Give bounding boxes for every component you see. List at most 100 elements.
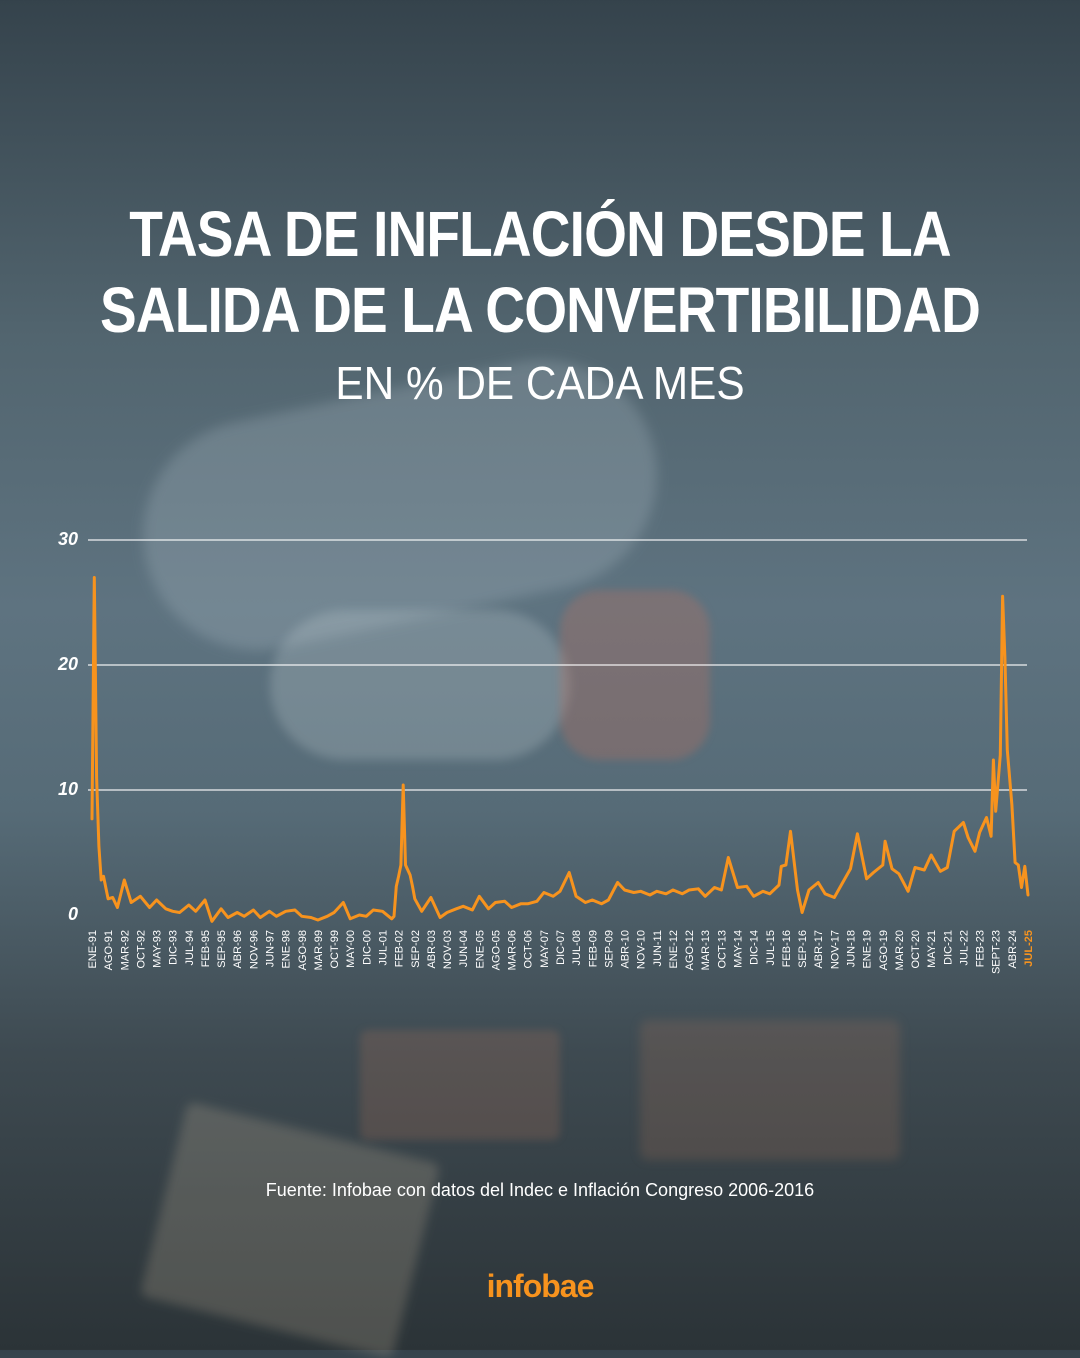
data-point <box>697 887 700 890</box>
data-point <box>985 816 988 819</box>
data-point <box>939 870 942 873</box>
data-point <box>881 863 884 867</box>
data-point <box>243 915 246 918</box>
x-tick-label: JUL-08 <box>571 930 583 965</box>
data-point <box>966 836 970 839</box>
data-point <box>519 902 522 905</box>
y-tick-label: 10 <box>58 779 78 799</box>
data-point <box>342 901 345 904</box>
data-point <box>95 776 98 779</box>
x-tick-label: FEB-95 <box>200 930 212 967</box>
data-point <box>399 863 403 867</box>
data-point <box>713 886 716 889</box>
data-point <box>681 892 684 895</box>
x-tick-label: MAR-99 <box>313 930 325 970</box>
data-point <box>655 890 658 893</box>
x-tick-label: JUN-04 <box>458 930 470 967</box>
x-tick-label: FEB-09 <box>587 930 599 967</box>
grid-layer <box>88 539 1027 791</box>
data-point <box>789 830 792 833</box>
data-point <box>510 906 513 909</box>
data-point <box>807 888 811 892</box>
y-tick-labels: 0 10 20 30 <box>57 529 78 924</box>
data-point <box>358 913 361 917</box>
data-point <box>930 853 933 857</box>
data-point <box>906 890 910 893</box>
x-tick-label: DIC-21 <box>942 930 954 965</box>
data-point <box>300 915 303 918</box>
data-point <box>687 888 691 892</box>
data-point <box>210 920 214 923</box>
data-point <box>293 908 297 912</box>
data-point <box>148 906 151 909</box>
data-point <box>316 918 320 922</box>
data-point <box>139 895 142 898</box>
data-point <box>445 911 449 914</box>
data-point <box>551 895 555 898</box>
data-point <box>817 881 820 884</box>
data-point <box>365 915 368 918</box>
source-note: Fuente: Infobae con datos del Indec e In… <box>265 1180 815 1200</box>
y-tick-label: 20 <box>57 654 78 674</box>
x-tick-label: ENE-12 <box>668 930 680 969</box>
data-point <box>913 866 917 869</box>
data-point <box>720 888 723 892</box>
x-tick-label: AGO-91 <box>103 930 115 970</box>
data-point <box>275 915 278 918</box>
data-point <box>252 908 255 912</box>
data-point <box>219 907 223 910</box>
data-point <box>1001 595 1004 598</box>
data-point <box>833 896 836 899</box>
data-point <box>411 885 414 888</box>
data-point <box>478 895 481 898</box>
data-point <box>872 871 875 874</box>
x-tick-label: SEP-16 <box>797 930 809 968</box>
data-point <box>155 898 158 902</box>
x-tick-label: DIC-07 <box>555 930 567 965</box>
x-tick-label: SEPT-23 <box>991 930 1003 974</box>
data-point <box>203 898 207 902</box>
data-point <box>992 758 995 762</box>
x-tick-label: SEP-02 <box>410 930 422 968</box>
data-point <box>111 896 114 899</box>
x-tick-label: MAY-00 <box>345 930 357 968</box>
data-point <box>309 916 313 919</box>
data-point <box>761 890 765 893</box>
data-point <box>962 821 965 824</box>
data-point <box>558 890 562 893</box>
line-layer <box>90 576 1030 923</box>
background-banknote-1 <box>360 1030 560 1140</box>
data-point <box>727 856 730 859</box>
infobae-logo[interactable]: infobae <box>486 1268 595 1304</box>
data-point <box>800 911 804 914</box>
data-point <box>116 906 119 909</box>
data-point <box>102 875 105 878</box>
data-point <box>856 832 859 835</box>
data-point <box>130 901 133 904</box>
x-tick-label: NOV-10 <box>636 930 648 969</box>
data-point <box>736 886 739 889</box>
data-point <box>438 916 442 919</box>
data-point <box>404 863 407 867</box>
x-tick-label: ENE-19 <box>862 930 874 969</box>
x-tick-label: OCT-99 <box>329 930 341 969</box>
data-point <box>471 908 474 912</box>
data-point <box>395 885 398 888</box>
data-point <box>883 840 887 843</box>
x-tick-label: JUN-97 <box>265 930 277 967</box>
data-point <box>1010 803 1014 807</box>
data-point <box>752 895 755 898</box>
x-tick-label: NOV-17 <box>829 930 841 969</box>
x-tick-label: JUL-15 <box>765 930 777 965</box>
x-tick-label: AGO-19 <box>878 930 890 970</box>
x-tick-label: JUL-94 <box>184 930 196 965</box>
data-point <box>704 895 707 898</box>
x-tick-label: NOV-03 <box>442 930 454 969</box>
data-point <box>978 831 981 834</box>
background-banknote-2 <box>640 1020 900 1160</box>
data-point <box>591 898 594 902</box>
data-point <box>946 866 949 869</box>
data-point <box>259 916 262 919</box>
data-point <box>768 892 771 895</box>
x-tick-label: MAY-07 <box>539 930 551 968</box>
